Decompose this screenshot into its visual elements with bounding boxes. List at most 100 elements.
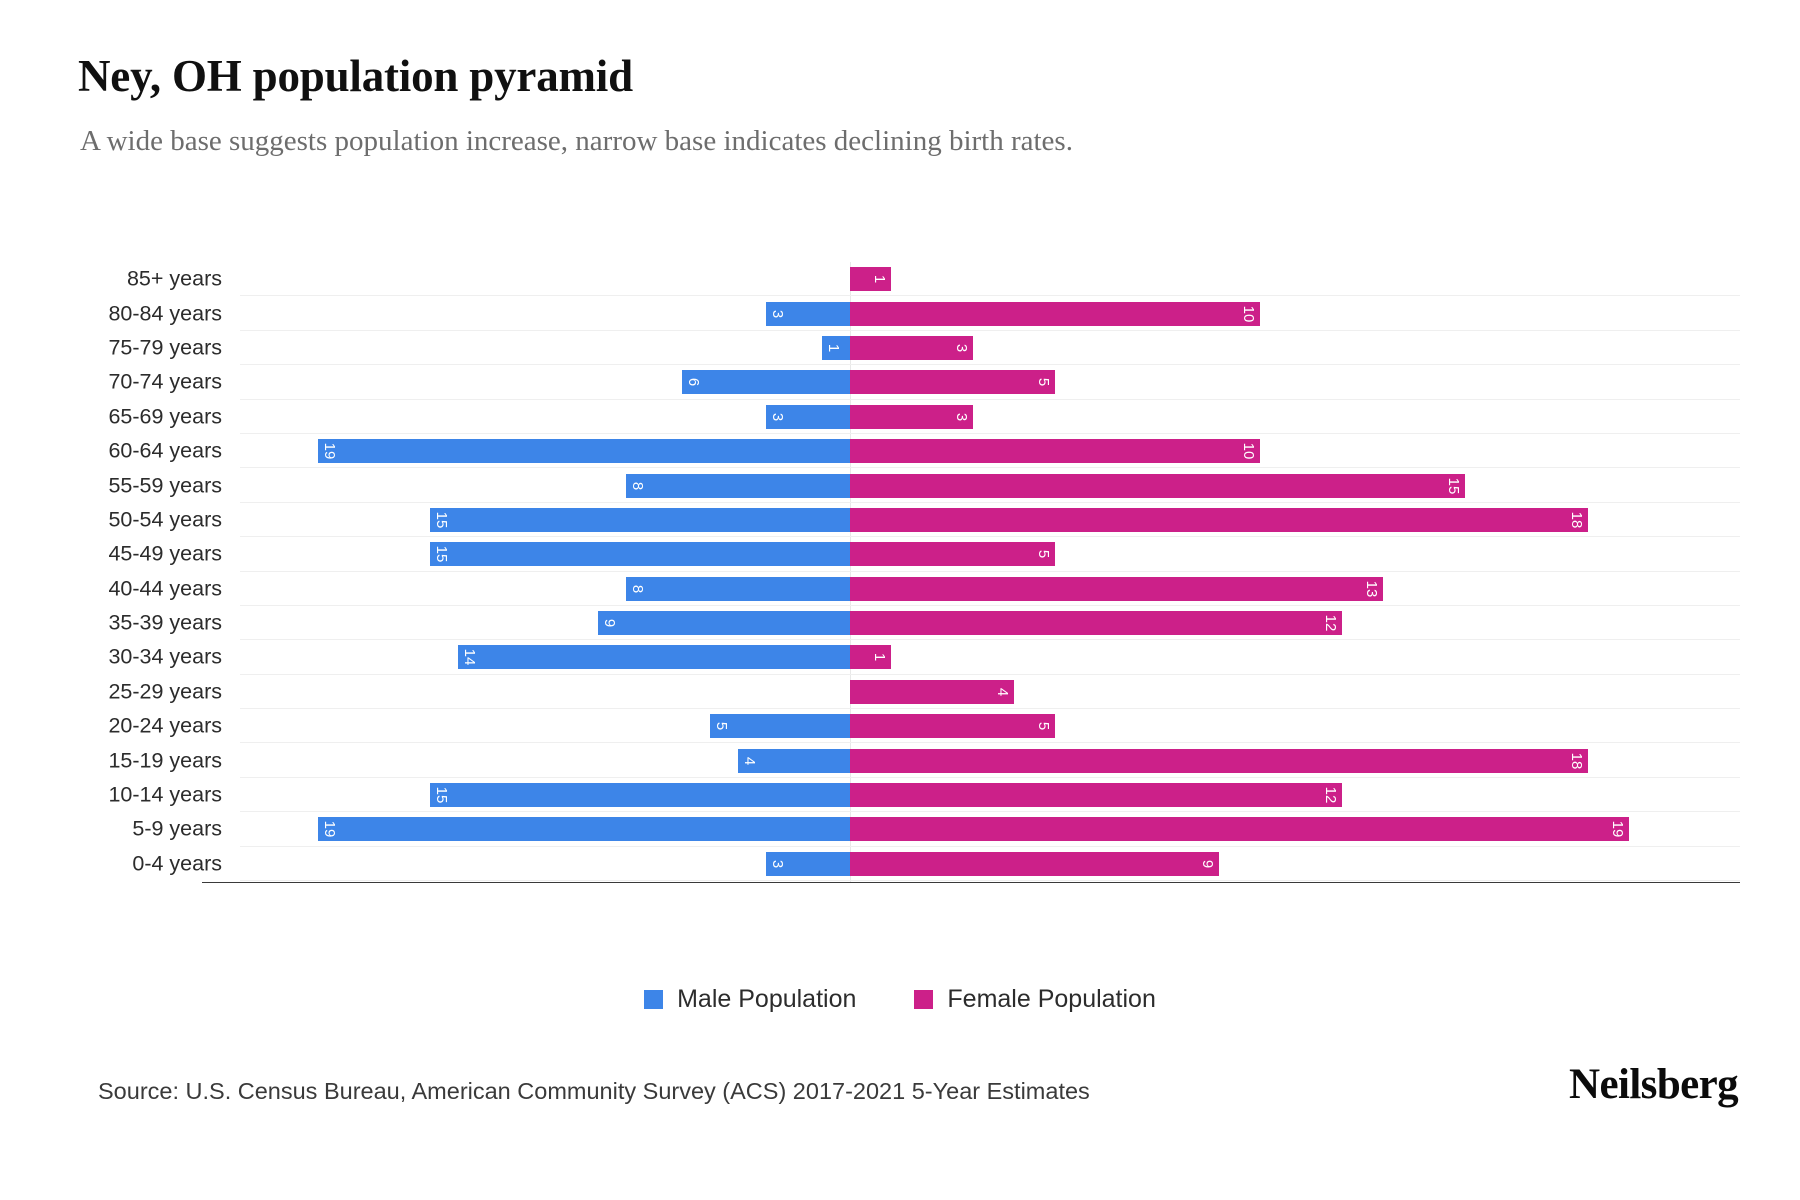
bar-value-label-female: 10 bbox=[1240, 305, 1257, 322]
legend-swatch-female-icon bbox=[914, 990, 934, 1009]
bar-value-label-female: 10 bbox=[1240, 442, 1257, 460]
bar-male[interactable]: 6 bbox=[682, 370, 850, 395]
legend-item-male[interactable]: Male Population bbox=[644, 985, 856, 1014]
gridline bbox=[240, 329, 1740, 331]
y-axis-tick-label: 0-4 years bbox=[132, 851, 222, 876]
bar-female[interactable]: 5 bbox=[850, 370, 1055, 395]
bar-male[interactable]: 3 bbox=[766, 404, 850, 429]
pyramid-row: 60-64 years 19 10 bbox=[108, 434, 1740, 469]
bar-female[interactable]: 5 bbox=[850, 542, 1055, 567]
bar-male[interactable]: 14 bbox=[458, 645, 850, 670]
bar-male[interactable]: 8 bbox=[626, 473, 850, 498]
gridline bbox=[240, 501, 1740, 503]
population-pyramid-plot: 85+ years 1 80-84 years 3 10 75-79 years 1 3 70-… bbox=[108, 262, 1740, 910]
bar-male[interactable]: 5 bbox=[710, 714, 850, 739]
pyramid-row: 5-9 years 19 19 bbox=[132, 812, 1740, 847]
bar-female[interactable]: 19 bbox=[850, 817, 1629, 842]
pyramid-row: 40-44 years 8 13 bbox=[108, 572, 1740, 606]
bar-value-label-female: 12 bbox=[1322, 786, 1339, 804]
bar-value-label-female: 13 bbox=[1363, 580, 1380, 598]
bar-value-label-male: 6 bbox=[685, 378, 702, 387]
bar-female[interactable]: 1 bbox=[850, 267, 891, 292]
bar-female[interactable]: 4 bbox=[850, 679, 1014, 704]
bar-female[interactable]: 1 bbox=[850, 645, 891, 670]
bar-male[interactable]: 9 bbox=[598, 611, 850, 636]
y-axis-tick-label: 10-14 years bbox=[108, 782, 222, 807]
row-bars: 8 13 bbox=[240, 572, 1740, 606]
bar-female[interactable]: 15 bbox=[850, 473, 1465, 498]
row-bars: 9 12 bbox=[240, 606, 1740, 640]
bar-female[interactable]: 12 bbox=[850, 783, 1342, 808]
row-bars: 15 5 bbox=[240, 537, 1740, 571]
gridline bbox=[240, 604, 1740, 606]
bar-female[interactable]: 3 bbox=[850, 335, 973, 360]
pyramid-row: 55-59 years 8 15 bbox=[108, 468, 1740, 503]
gridline bbox=[240, 639, 1740, 641]
row-bars: 1 bbox=[240, 262, 1740, 296]
bar-male[interactable]: 8 bbox=[626, 576, 850, 601]
bar-male[interactable]: 3 bbox=[766, 301, 850, 326]
gridline bbox=[240, 845, 1740, 847]
pyramid-row: 65-69 years 3 3 bbox=[108, 400, 1740, 434]
bar-value-label-male: 9 bbox=[601, 618, 618, 628]
bar-value-label-male: 4 bbox=[741, 756, 758, 765]
gridline bbox=[240, 776, 1740, 778]
bar-value-label-female: 3 bbox=[953, 343, 970, 353]
y-axis-tick-label: 45-49 years bbox=[108, 541, 222, 566]
bar-female[interactable]: 9 bbox=[850, 851, 1219, 876]
gridline bbox=[240, 811, 1740, 813]
bar-value-label-male: 19 bbox=[321, 442, 338, 460]
bar-value-label-female: 1 bbox=[871, 275, 888, 284]
y-axis-tick-label: 75-79 years bbox=[108, 335, 222, 360]
chart-legend: Male Population Female Population bbox=[0, 985, 1800, 1014]
bar-female[interactable]: 3 bbox=[850, 404, 973, 429]
pyramid-row: 80-84 years 3 10 bbox=[108, 296, 1740, 331]
y-axis-tick-label: 55-59 years bbox=[108, 473, 222, 498]
pyramid-row: 35-39 years 9 12 bbox=[108, 606, 1740, 641]
bar-female[interactable]: 10 bbox=[850, 439, 1260, 464]
y-axis-tick-label: 35-39 years bbox=[108, 610, 222, 635]
legend-swatch-male-icon bbox=[644, 990, 664, 1009]
page-title: Ney, OH population pyramid bbox=[78, 51, 633, 101]
bar-male[interactable]: 1 bbox=[822, 335, 850, 360]
bar-female[interactable]: 18 bbox=[850, 507, 1588, 532]
gridline bbox=[240, 536, 1740, 538]
gridline bbox=[240, 708, 1740, 710]
bar-male[interactable]: 4 bbox=[738, 748, 850, 773]
pyramid-row: 25-29 years 4 bbox=[108, 675, 1740, 710]
row-bars: 14 1 bbox=[240, 640, 1740, 674]
bar-male[interactable]: 3 bbox=[766, 851, 850, 876]
bar-female[interactable]: 5 bbox=[850, 714, 1055, 739]
bar-value-label-female: 1 bbox=[871, 653, 888, 662]
bar-value-label-female: 18 bbox=[1568, 511, 1585, 529]
bar-female[interactable]: 12 bbox=[850, 611, 1342, 636]
bar-value-label-female: 19 bbox=[1609, 821, 1626, 838]
bar-male[interactable]: 15 bbox=[430, 783, 850, 808]
legend-label-male: Male Population bbox=[677, 985, 857, 1013]
legend-item-female[interactable]: Female Population bbox=[914, 985, 1156, 1014]
x-axis-baseline bbox=[202, 881, 1740, 883]
bar-female[interactable]: 13 bbox=[850, 576, 1383, 601]
bar-male[interactable]: 19 bbox=[318, 439, 850, 464]
pyramid-row: 15-19 years 4 18 bbox=[108, 743, 1740, 778]
bar-value-label-male: 1 bbox=[825, 343, 842, 353]
bar-value-label-female: 5 bbox=[1035, 550, 1052, 559]
gridline bbox=[240, 295, 1740, 297]
y-axis-tick-label: 60-64 years bbox=[108, 438, 222, 463]
pyramid-row: 45-49 years 15 5 bbox=[108, 537, 1740, 572]
bar-value-label-female: 15 bbox=[1445, 477, 1462, 494]
bar-male[interactable]: 19 bbox=[318, 817, 850, 842]
bar-female[interactable]: 10 bbox=[850, 301, 1260, 326]
bar-value-label-female: 3 bbox=[953, 412, 970, 421]
row-bars: 15 12 bbox=[240, 778, 1740, 812]
pyramid-row: 75-79 years 1 3 bbox=[108, 331, 1740, 366]
bar-male[interactable]: 15 bbox=[430, 542, 850, 567]
bar-male[interactable]: 15 bbox=[430, 507, 850, 532]
pyramid-row: 85+ years 1 bbox=[127, 262, 1740, 297]
y-axis-tick-label: 5-9 years bbox=[132, 816, 222, 841]
bar-female[interactable]: 18 bbox=[850, 748, 1588, 773]
